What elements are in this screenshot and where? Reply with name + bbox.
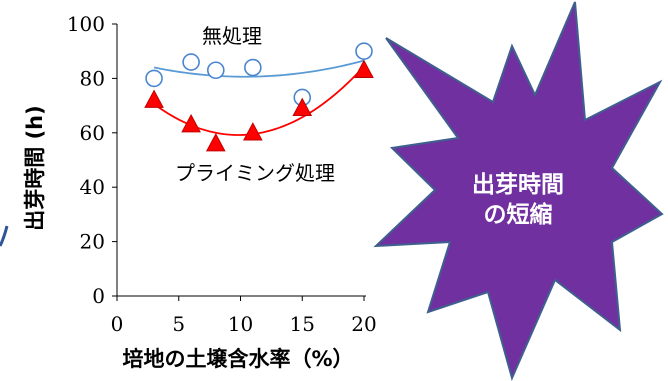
x-axis-title: 培地の土壌含水率（%）: [122, 347, 353, 371]
y-tick-label: 100: [67, 12, 105, 36]
y-tick-label: 60: [80, 121, 105, 145]
data-point-untreated: [207, 61, 225, 80]
trend-line-untreated: [153, 59, 365, 78]
callout-burst: [373, 1, 664, 381]
data-point-priming: [292, 97, 313, 117]
y-axis-title: 出芽時間 (h): [23, 105, 47, 230]
series-label-priming: プライミング処理: [175, 161, 335, 185]
data-point-untreated: [182, 53, 200, 71]
data-point-priming: [144, 89, 164, 108]
x-tick-label: 10: [228, 312, 253, 336]
data-point-priming: [243, 122, 263, 141]
axes: 0 20 40 60 80 100 0 5 10 15 20: [67, 12, 377, 336]
y-tick-label: 0: [92, 284, 105, 308]
data-point-priming: [354, 59, 374, 78]
callout-line-1: 出芽時間: [472, 172, 564, 198]
data-point-untreated: [355, 42, 373, 61]
data-markers: [144, 42, 374, 152]
y-tick-label: 20: [80, 230, 105, 254]
callout-line-2: の短縮: [484, 201, 553, 228]
left-edge-arc: [0, 225, 9, 247]
x-tick-label: 15: [290, 312, 315, 336]
data-point-priming: [205, 133, 226, 152]
y-tick-label: 80: [80, 66, 105, 90]
x-tick-label: 0: [111, 312, 124, 336]
data-point-untreated: [145, 69, 163, 88]
x-tick-label: 20: [351, 312, 376, 336]
y-tick-label: 40: [80, 175, 105, 199]
series-label-untreated: 無処理: [202, 24, 262, 48]
data-point-priming: [181, 113, 201, 133]
data-point-untreated: [244, 58, 262, 77]
x-tick-label: 5: [172, 312, 185, 336]
